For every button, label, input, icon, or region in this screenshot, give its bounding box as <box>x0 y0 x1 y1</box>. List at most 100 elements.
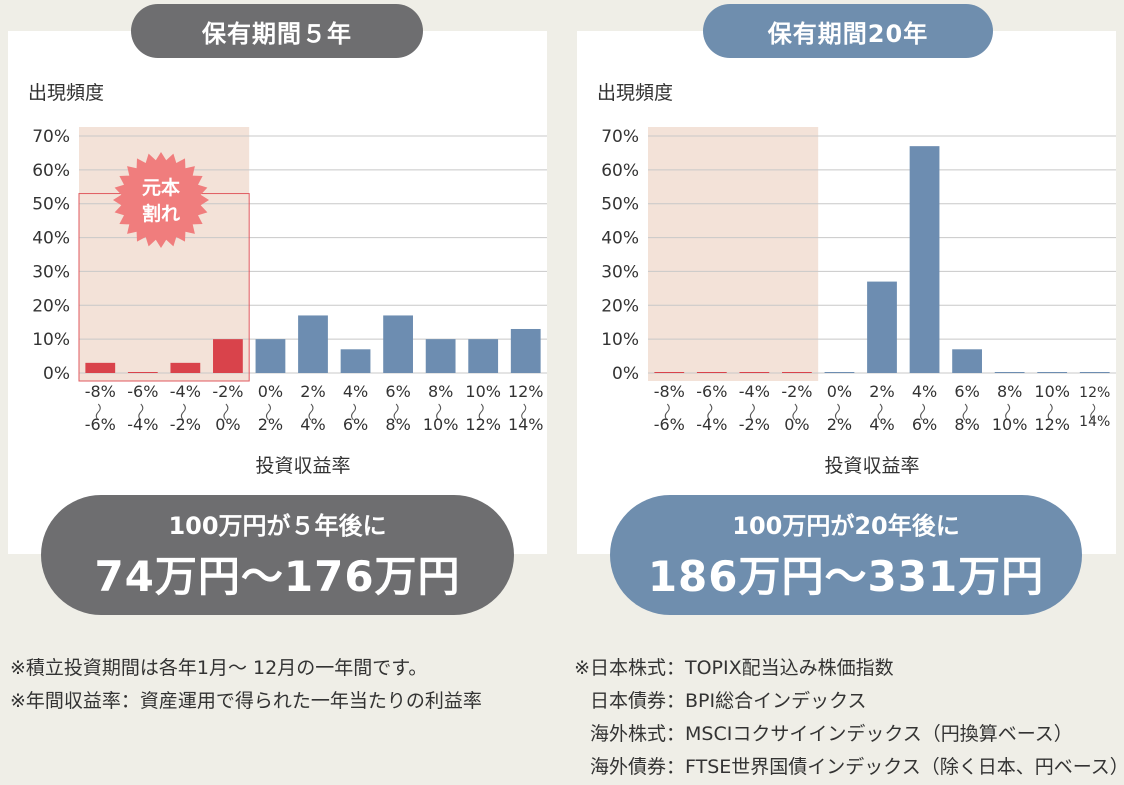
footnote-text: MSCIコクサイインデックス（円換算ベース） <box>685 723 1073 745</box>
x-tick-label-from: 2% <box>300 382 325 401</box>
x-tick-label-to: -2% <box>739 415 770 434</box>
range-tilde-icon <box>1047 403 1053 421</box>
x-tick-label-from: -6% <box>696 382 727 401</box>
x-tick-label-from: 12% <box>1079 385 1110 401</box>
range-tilde-icon <box>1090 403 1096 421</box>
panel-title-20-years: 保有期間20年 <box>703 4 993 58</box>
range-tilde-icon <box>1005 403 1011 421</box>
x-tick-label-to: 0% <box>215 415 240 434</box>
x-tick-label-from: 2% <box>869 382 894 401</box>
x-tick-label-from: 4% <box>912 382 937 401</box>
x-tick-label-from: -2% <box>212 382 243 401</box>
x-tick-label-to: -4% <box>696 415 727 434</box>
bar <box>383 315 413 373</box>
footnote-foreign-bonds: 海外債券： FTSE世界国債インデックス（除く日本、円ベース） <box>573 751 1124 784</box>
range-tilde-icon <box>95 403 101 421</box>
chart-card-20-years: 0% 10% 20% 30% 40% 50% 60% 70% 出現頻度 -8% -6% -6% -4% -… <box>577 31 1116 554</box>
x-tick-label-to: -6% <box>654 415 685 434</box>
badge-text: 元本 <box>142 176 180 199</box>
x-tick-label-from: -6% <box>127 382 158 401</box>
bar <box>952 349 982 373</box>
x-tick-label-from: 6% <box>385 382 410 401</box>
footnote-label: 海外株式： <box>589 723 685 745</box>
y-tick-label: 0% <box>43 364 70 384</box>
bar <box>782 372 812 373</box>
range-tilde-icon <box>920 403 926 421</box>
bar <box>696 372 727 373</box>
range-tilde-icon <box>265 403 271 421</box>
loss-region-shade <box>648 127 819 381</box>
y-tick-label: 50% <box>601 195 639 215</box>
starburst-icon <box>113 152 209 248</box>
x-tick-label-to: 2% <box>827 415 852 434</box>
y-tick-label: 0% <box>612 364 639 384</box>
x-tick-label-to: 6% <box>912 415 937 434</box>
x-tick-label-from: -4% <box>739 382 770 401</box>
bar <box>255 339 286 373</box>
bar <box>909 146 940 373</box>
range-tilde-icon <box>962 403 968 421</box>
x-tick-label-to: -6% <box>85 415 116 434</box>
range-tilde-icon <box>664 403 670 421</box>
footnote-japan-bonds: 日本債券： BPI総合インデックス <box>573 685 1124 718</box>
bar <box>127 372 158 373</box>
bar <box>298 315 328 373</box>
range-tilde-icon <box>707 403 713 421</box>
x-tick-label-from: 10% <box>465 382 501 401</box>
footnote-label: ※日本株式： <box>574 657 685 679</box>
x-tick-label-to: 10% <box>992 415 1028 434</box>
x-tick-label-from: 0% <box>258 382 283 401</box>
bar-chart-5-years: 0%10%20%30%40%50%60%70%出現頻度-8%-6%-6%-4%-… <box>28 82 547 477</box>
bar <box>739 372 770 373</box>
range-tilde-icon <box>180 403 186 421</box>
x-tick-label-from: 8% <box>428 382 453 401</box>
y-tick-label: 70% <box>601 127 639 147</box>
result-banner-5-years: 100万円が５年後に 74万円〜176万円 <box>41 495 514 615</box>
panel-title-5-years: 保有期間５年 <box>131 4 423 58</box>
x-tick-label-from: 4% <box>343 382 368 401</box>
x-tick-label-to: 4% <box>869 415 894 434</box>
footnote-japan-stocks: ※日本株式： TOPIX配当込み株価指数 <box>573 652 1124 685</box>
x-tick-label-from: -8% <box>654 382 685 401</box>
badge-text: 割れ <box>142 202 180 225</box>
bar <box>1079 372 1110 373</box>
bar <box>1037 372 1068 373</box>
bar <box>654 372 685 373</box>
y-tick-label: 30% <box>601 262 639 282</box>
x-tick-label-from: 0% <box>827 382 852 401</box>
range-tilde-icon <box>877 403 883 421</box>
x-tick-label-from: -2% <box>781 382 812 401</box>
y-tick-label: 40% <box>601 229 639 249</box>
range-tilde-icon <box>792 403 798 421</box>
y-tick-label: 10% <box>32 330 70 350</box>
footnote-text: FTSE世界国債インデックス（除く日本、円ベース） <box>685 756 1124 778</box>
x-tick-label-to: 12% <box>1034 415 1070 434</box>
footnote-text: TOPIX配当込み株価指数 <box>685 657 894 679</box>
chart-card-5-years: 0% 10% 20% 30% 40% 50% 60% 70% 出現頻度 -8% -6% -6% -4% -… <box>8 31 547 554</box>
bar <box>85 362 116 373</box>
x-tick-label-from: 6% <box>954 382 979 401</box>
x-tick-label-to: 4% <box>300 415 325 434</box>
y-tick-label: 70% <box>32 127 70 147</box>
x-tick-label-to: 8% <box>385 415 410 434</box>
x-tick-label-to: 10% <box>423 415 459 434</box>
range-tilde-icon <box>749 403 755 421</box>
range-tilde-icon <box>478 403 484 421</box>
footnote: ※年間収益率：資産運用で得られた一年当たりの利益率 <box>10 690 482 712</box>
footnote-text: BPI総合インデックス <box>685 690 867 712</box>
result-range: 186万円〜331万円 <box>647 552 1045 601</box>
bar <box>425 339 456 373</box>
y-tick-label: 60% <box>601 161 639 181</box>
bar <box>340 349 371 373</box>
range-tilde-icon <box>521 403 527 421</box>
range-tilde-icon <box>393 403 399 421</box>
x-tick-label-to: 6% <box>343 415 368 434</box>
y-tick-label: 20% <box>32 296 70 316</box>
bar <box>824 372 855 373</box>
x-tick-label-to: -4% <box>127 415 158 434</box>
x-tick-label-to: 2% <box>258 415 283 434</box>
x-tick-label-from: 10% <box>1034 382 1070 401</box>
range-tilde-icon <box>308 403 314 421</box>
bar <box>510 328 541 373</box>
